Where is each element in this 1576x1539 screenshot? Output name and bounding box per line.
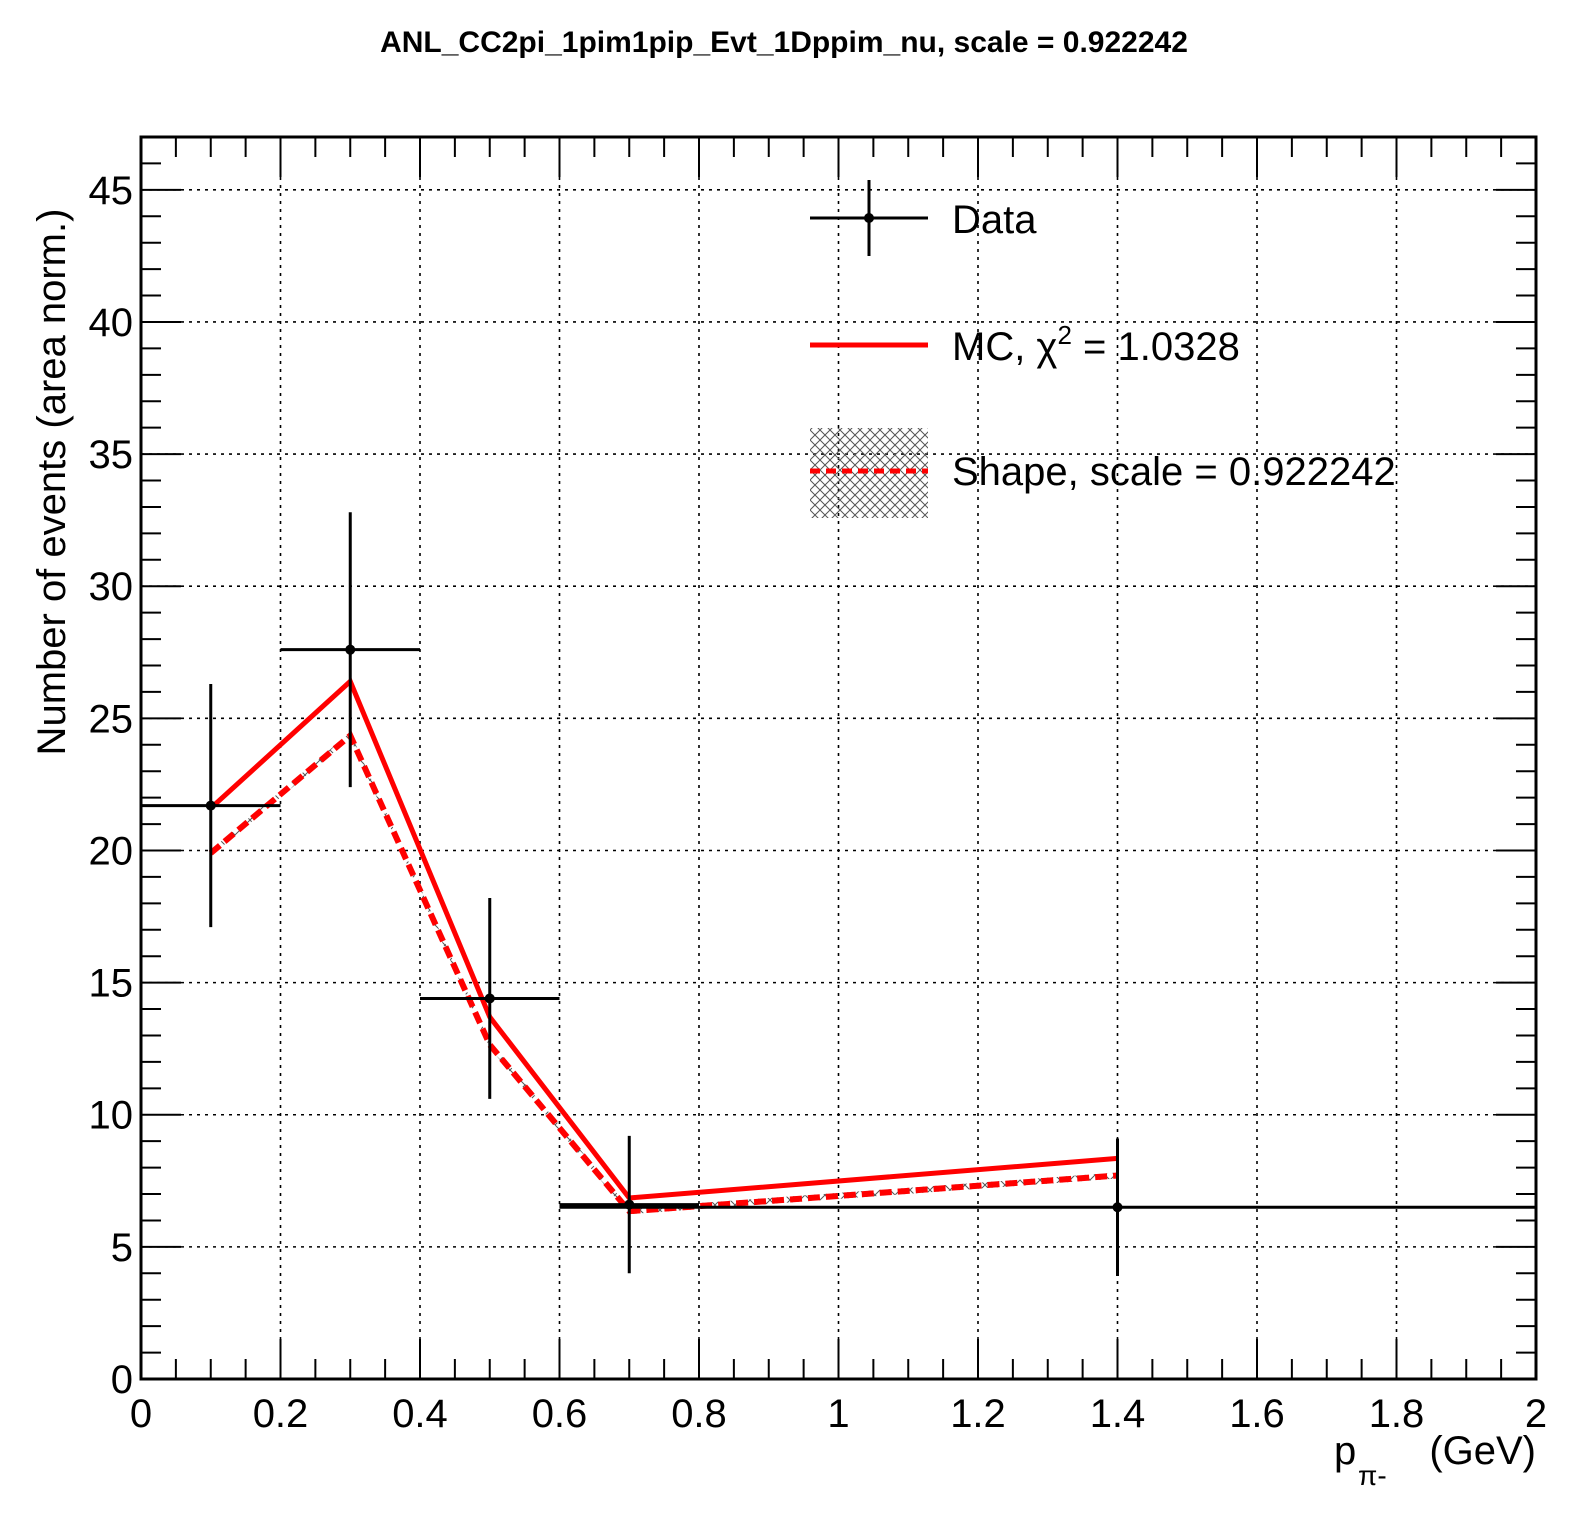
x-tick-label: 0.2 bbox=[253, 1392, 309, 1436]
y-tick-label: 45 bbox=[89, 169, 134, 213]
y-tick-label: 10 bbox=[89, 1094, 134, 1138]
legend-mc-label-value: = 1.0328 bbox=[1072, 325, 1240, 369]
data-point bbox=[141, 684, 281, 928]
y-tick-label: 5 bbox=[111, 1226, 133, 1270]
x-tick-label: 0 bbox=[130, 1392, 152, 1436]
shape-band bbox=[210, 732, 1118, 1215]
x-axis-label: p π- (GeV) bbox=[1334, 1429, 1536, 1491]
legend-data-marker bbox=[864, 213, 874, 223]
data-marker bbox=[345, 644, 356, 655]
y-tick-label: 35 bbox=[89, 433, 134, 477]
x-tick-label: 1.6 bbox=[1229, 1392, 1285, 1436]
x-axis-label-unit: (GeV) bbox=[1429, 1429, 1536, 1473]
x-axis-label-main: p bbox=[1334, 1429, 1356, 1473]
x-tick-label: 1.4 bbox=[1090, 1392, 1146, 1436]
x-tick-label: 0.6 bbox=[532, 1392, 588, 1436]
legend-entry-data: Data bbox=[810, 180, 1037, 256]
y-tick-label: 15 bbox=[89, 962, 134, 1006]
x-tick-label: 1.2 bbox=[950, 1392, 1006, 1436]
series-layer bbox=[141, 512, 1536, 1276]
x-tick-label: 0.8 bbox=[671, 1392, 727, 1436]
y-tick-label: 0 bbox=[111, 1358, 133, 1402]
legend-mc-label-main: MC, χ bbox=[952, 325, 1057, 369]
data-marker bbox=[484, 993, 495, 1004]
data-marker bbox=[205, 800, 216, 811]
data-point bbox=[559, 1135, 699, 1274]
y-tick-labels: 0 5 10 15 20 25 30 35 40 45 bbox=[89, 169, 134, 1402]
y-tick-label: 30 bbox=[89, 565, 134, 609]
y-tick-label: 20 bbox=[89, 829, 134, 873]
data-point bbox=[420, 898, 560, 1099]
legend-data-label: Data bbox=[952, 198, 1037, 242]
y-tick-label: 25 bbox=[89, 697, 134, 741]
x-tick-label: 0.4 bbox=[392, 1392, 448, 1436]
legend-mc-label-sup: 2 bbox=[1057, 320, 1071, 350]
y-axis-label: Number of events (area norm.) bbox=[30, 209, 74, 756]
data-marker bbox=[1112, 1202, 1123, 1213]
mc-line bbox=[209, 677, 1118, 1201]
y-tick-label: 40 bbox=[89, 301, 134, 345]
legend: Data MC, χ2 = 1.0328 Shape, scale = 0.92… bbox=[810, 180, 1396, 518]
plot-frame bbox=[139, 135, 1538, 1381]
data-point bbox=[559, 1138, 1536, 1276]
legend-entry-mc: MC, χ2 = 1.0328 bbox=[810, 320, 1240, 369]
legend-shape-label: Shape, scale = 0.922242 bbox=[952, 450, 1396, 494]
x-tick-label: 1 bbox=[827, 1392, 849, 1436]
x-tick-labels: 0 0.2 0.4 0.6 0.8 1 1.2 1.4 1.6 1.8 2 bbox=[130, 1392, 1547, 1436]
x-tick-label: 1.8 bbox=[1369, 1392, 1425, 1436]
x-axis-label-sub: π- bbox=[1358, 1460, 1387, 1491]
chart-title: ANL_CC2pi_1pim1pip_Evt_1Dppim_nu, scale … bbox=[380, 26, 1188, 59]
shape-line bbox=[208, 730, 1118, 1215]
legend-entry-shape: Shape, scale = 0.922242 bbox=[810, 428, 1396, 518]
legend-mc-label: MC, χ2 = 1.0328 bbox=[952, 320, 1240, 369]
data-point bbox=[280, 512, 420, 788]
x-tick-label: 2 bbox=[1525, 1392, 1547, 1436]
